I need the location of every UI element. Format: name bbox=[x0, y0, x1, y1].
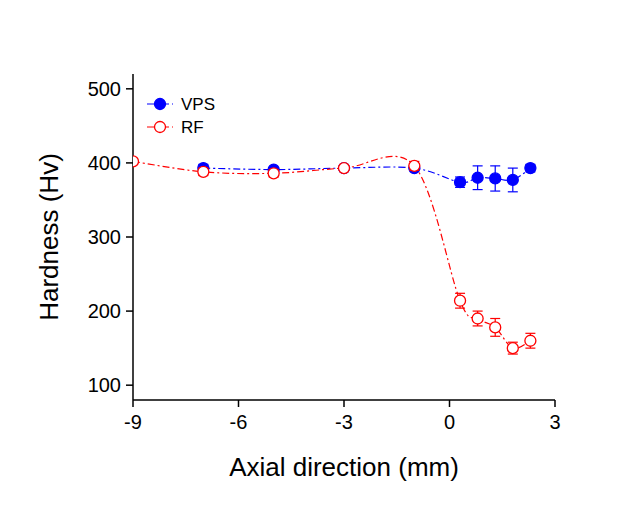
plot-area bbox=[133, 156, 536, 354]
data-point bbox=[339, 163, 350, 174]
error-bar-cap bbox=[473, 189, 483, 190]
error-bar bbox=[525, 333, 535, 348]
legend-marker bbox=[155, 99, 166, 110]
error-bar bbox=[490, 319, 500, 337]
legend-marker bbox=[155, 122, 166, 133]
error-bar-cap bbox=[473, 325, 483, 326]
y-tick-label: 100 bbox=[88, 374, 121, 396]
data-point bbox=[507, 343, 518, 354]
data-point bbox=[455, 295, 466, 306]
x-tick-label: -3 bbox=[335, 411, 353, 433]
error-bar bbox=[490, 166, 500, 191]
x-tick-label: -6 bbox=[230, 411, 248, 433]
x-tick-label: -9 bbox=[124, 411, 142, 433]
chart: 100 200 300 400 500 -9 -6 -3 0 3 Axial direction (… bbox=[0, 0, 626, 518]
data-point bbox=[525, 163, 536, 174]
data-point bbox=[455, 177, 466, 188]
error-bar-cap bbox=[455, 308, 465, 309]
legend: VPS RF bbox=[147, 95, 215, 137]
x-tick bbox=[343, 400, 345, 407]
data-point bbox=[472, 313, 483, 324]
data-point bbox=[490, 173, 501, 184]
error-bar-cap bbox=[490, 336, 500, 337]
y-tick-label: 400 bbox=[88, 152, 121, 174]
x-tick bbox=[132, 400, 134, 407]
data-point bbox=[507, 174, 518, 185]
y-tick bbox=[126, 88, 133, 90]
legend-label: RF bbox=[181, 118, 204, 137]
x-tick bbox=[238, 400, 240, 407]
legend-label: VPS bbox=[181, 95, 215, 114]
series-line bbox=[133, 156, 530, 348]
y-tick bbox=[126, 236, 133, 238]
data-point bbox=[133, 156, 139, 167]
data-point bbox=[472, 172, 483, 183]
x-tick bbox=[554, 400, 556, 407]
error-bar bbox=[473, 311, 483, 326]
data-point bbox=[198, 166, 209, 177]
error-bar bbox=[508, 342, 518, 354]
y-tick bbox=[126, 162, 133, 164]
error-bar-cap bbox=[490, 190, 500, 191]
y-axis-title: Hardness (Hv) bbox=[34, 153, 64, 321]
y-tick-label: 200 bbox=[88, 300, 121, 322]
chart-root: 100 200 300 400 500 -9 -6 -3 0 3 Axial direction (… bbox=[0, 0, 626, 518]
error-bar bbox=[508, 168, 518, 192]
error-bar-cap bbox=[473, 310, 483, 311]
x-tick bbox=[449, 400, 451, 407]
error-bar-cap bbox=[455, 293, 465, 294]
error-bar bbox=[455, 177, 465, 187]
error-bar-cap bbox=[508, 191, 518, 192]
error-bar-cap bbox=[508, 167, 518, 168]
y-tick-label: 300 bbox=[88, 226, 121, 248]
x-axis-title: Axial direction (mm) bbox=[229, 452, 459, 482]
error-bar-cap bbox=[490, 318, 500, 319]
error-bar bbox=[473, 166, 483, 190]
y-tick bbox=[126, 310, 133, 312]
error-bar-cap bbox=[473, 165, 483, 166]
series-line bbox=[203, 167, 530, 182]
error-bar-cap bbox=[525, 333, 535, 334]
data-point bbox=[525, 335, 536, 346]
error-bar-cap bbox=[490, 165, 500, 166]
y-tick bbox=[126, 384, 133, 386]
data-point bbox=[490, 322, 501, 333]
error-bar bbox=[455, 293, 465, 308]
x-tick-label: 3 bbox=[549, 411, 560, 433]
x-tick-label: 0 bbox=[444, 411, 455, 433]
data-point bbox=[409, 160, 420, 171]
y-tick-label: 500 bbox=[88, 78, 121, 100]
data-point bbox=[339, 163, 350, 174]
data-point bbox=[268, 168, 279, 179]
error-bar-cap bbox=[525, 348, 535, 349]
